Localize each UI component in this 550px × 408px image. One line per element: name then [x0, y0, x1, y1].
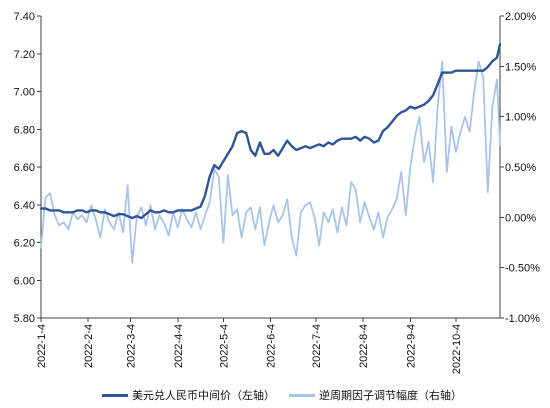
- x-tick-label: 2022-7-4: [311, 324, 323, 368]
- legend-label-usd-cny-central-parity: 美元兑人民币中间价（左轴）: [132, 389, 275, 402]
- legend-swatch-countercyclical-factor: [289, 393, 315, 397]
- y-left-tick-label: 6.00: [14, 275, 35, 287]
- x-tick-label: 2022-10-4: [451, 324, 463, 374]
- y-left-tick-label: 6.60: [14, 162, 35, 174]
- x-tick-label: 2022-2-4: [83, 324, 95, 368]
- y-left-tick-label: 7.40: [14, 11, 35, 23]
- y-left-tick-label: 6.80: [14, 124, 35, 136]
- y-right-tick-label: 1.50%: [505, 61, 536, 73]
- legend-item-countercyclical-factor: 逆周期因子调节幅度（右轴）: [289, 387, 462, 403]
- y-right-tick-label: 2.00%: [505, 11, 536, 23]
- y-left-tick-label: 7.20: [14, 49, 35, 61]
- x-tick-label: 2022-8-4: [358, 324, 370, 368]
- x-tick-label: 2022-3-4: [126, 324, 138, 368]
- y-right-tick-label: -1.00%: [505, 313, 540, 325]
- y-left-tick-label: 6.40: [14, 200, 35, 212]
- x-tick-label: 2022-6-4: [266, 324, 278, 368]
- legend-swatch-usd-cny-central-parity: [102, 393, 128, 397]
- legend-label-countercyclical-factor: 逆周期因子调节幅度（右轴）: [319, 389, 462, 402]
- y-right-tick-label: 1.00%: [505, 112, 536, 124]
- legend-item-usd-cny-central-parity: 美元兑人民币中间价（左轴）: [102, 387, 275, 403]
- x-tick-label: 2022-9-4: [405, 324, 417, 368]
- y-right-tick-label: -0.50%: [505, 263, 540, 275]
- y-right-tick-label: 0.50%: [505, 162, 536, 174]
- y-left-tick-label: 7.00: [14, 87, 35, 99]
- series-line-usd-cny-central-parity: [39, 43, 502, 220]
- x-tick-label: 2022-5-4: [218, 324, 230, 368]
- chart-legend: 美元兑人民币中间价（左轴） 逆周期因子调节幅度（右轴）: [0, 387, 550, 403]
- x-tick-label: 2022-1-4: [36, 324, 48, 368]
- y-left-tick-label: 6.20: [14, 238, 35, 250]
- series-line-countercyclical-factor: [40, 60, 501, 264]
- y-left-tick-label: 5.80: [14, 313, 35, 325]
- x-tick-label: 2022-4-4: [173, 324, 185, 368]
- y-right-tick-label: 0.00%: [505, 212, 536, 224]
